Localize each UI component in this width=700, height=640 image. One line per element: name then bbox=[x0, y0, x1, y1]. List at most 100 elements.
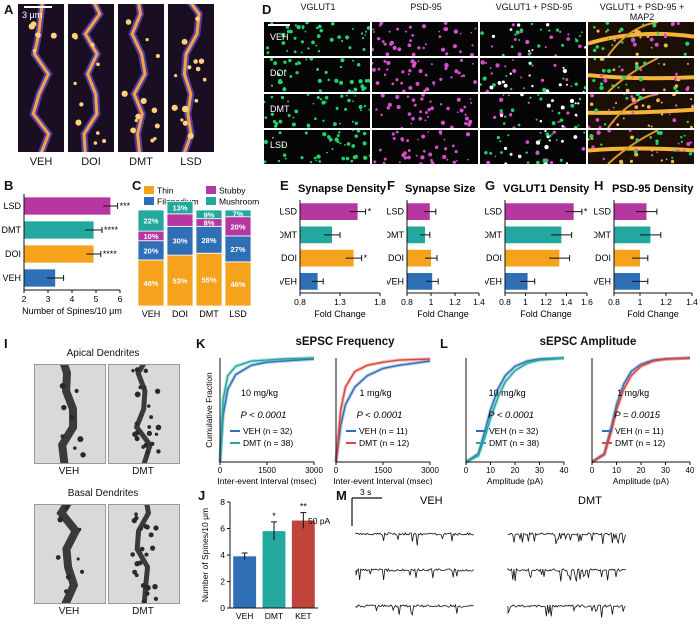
category-label: VEH bbox=[594, 276, 611, 286]
puncta-dot bbox=[567, 33, 570, 36]
puncta-dot bbox=[356, 130, 361, 133]
puncta-dot bbox=[663, 35, 668, 39]
puncta-dot bbox=[439, 132, 442, 135]
puncta-dot bbox=[400, 137, 404, 141]
puncta-dot bbox=[577, 102, 580, 105]
puncta-dot bbox=[646, 104, 651, 109]
puncta-dot bbox=[660, 113, 664, 116]
puncta-dot bbox=[288, 58, 292, 63]
puncta-dot bbox=[269, 58, 274, 62]
puncta-dot bbox=[634, 61, 639, 66]
spine-dot bbox=[138, 385, 143, 390]
puncta-dot bbox=[588, 40, 591, 43]
puncta-dot bbox=[317, 50, 321, 53]
puncta-dot bbox=[337, 35, 341, 39]
puncta-dot bbox=[650, 46, 653, 49]
puncta-dot bbox=[683, 149, 686, 152]
puncta-dot bbox=[656, 131, 661, 135]
apical-title: Apical Dendrites bbox=[66, 348, 140, 359]
puncta-dot bbox=[281, 144, 284, 147]
category-label: LSD bbox=[229, 309, 247, 319]
puncta-dot bbox=[686, 86, 690, 90]
stack-segment-thin bbox=[195, 252, 223, 307]
panel-letter-l: L bbox=[440, 336, 448, 351]
puncta-dot bbox=[391, 132, 395, 136]
puncta-dot bbox=[485, 89, 490, 92]
segment-label: 13% bbox=[172, 204, 187, 213]
panel-letter-j: J bbox=[198, 488, 206, 503]
puncta-dot bbox=[454, 69, 459, 74]
chart-title: Synapse Density bbox=[298, 183, 387, 195]
puncta-dot bbox=[368, 108, 370, 111]
puncta-dot bbox=[618, 30, 621, 33]
puncta-dot bbox=[535, 118, 538, 121]
puncta-dot bbox=[531, 48, 534, 52]
puncta-dot bbox=[295, 62, 299, 66]
micrograph-label: DOI bbox=[81, 156, 101, 168]
puncta-dot bbox=[529, 96, 532, 99]
puncta-dot bbox=[674, 104, 678, 107]
x-tick-label: 2 bbox=[22, 294, 27, 304]
puncta-dot bbox=[601, 47, 605, 51]
puncta-dot bbox=[531, 84, 534, 88]
puncta-dot bbox=[517, 123, 521, 127]
puncta-dot bbox=[270, 84, 274, 87]
x-tick-label: 40 bbox=[560, 466, 569, 475]
puncta-dot bbox=[504, 65, 507, 68]
spine-dot bbox=[180, 118, 184, 122]
puncta-dot bbox=[418, 69, 423, 74]
dendrite-shaft bbox=[133, 365, 153, 463]
puncta-dot bbox=[464, 121, 468, 126]
stack-segment-thin bbox=[137, 259, 165, 307]
puncta-dot bbox=[614, 101, 618, 105]
dose-label: 1 mg/kg bbox=[617, 388, 649, 398]
puncta-dot bbox=[558, 83, 562, 87]
puncta-dot bbox=[316, 95, 320, 100]
puncta-dot bbox=[634, 152, 639, 157]
puncta-dot bbox=[412, 61, 417, 66]
puncta-dot bbox=[656, 98, 660, 103]
tile-drawing bbox=[266, 22, 370, 55]
puncta-dot bbox=[392, 45, 397, 50]
spine-dot bbox=[134, 421, 139, 426]
puncta-dot bbox=[674, 72, 678, 76]
puncta-dot bbox=[336, 134, 340, 138]
puncta-dot bbox=[688, 152, 693, 156]
tile-drawing bbox=[264, 94, 370, 128]
puncta-dot bbox=[544, 46, 547, 49]
puncta-dot bbox=[527, 101, 531, 104]
puncta-dot bbox=[472, 62, 474, 65]
bar-lsd bbox=[505, 203, 574, 220]
puncta-dot bbox=[551, 110, 554, 112]
tile-drawing bbox=[480, 22, 586, 56]
puncta-dot bbox=[509, 28, 513, 31]
bar-veh bbox=[505, 273, 528, 290]
puncta-dot bbox=[575, 39, 579, 43]
puncta-dot bbox=[352, 100, 354, 103]
puncta-dot bbox=[662, 63, 666, 66]
spine-dot bbox=[125, 19, 132, 25]
y-tick-label: 2 bbox=[220, 577, 225, 587]
spine-dot bbox=[131, 369, 135, 373]
x-tick-label: 10 bbox=[612, 466, 621, 475]
puncta-dot bbox=[363, 155, 368, 161]
map2-branch bbox=[607, 58, 659, 92]
segment-label: 9% bbox=[204, 210, 215, 219]
puncta-dot bbox=[673, 149, 676, 153]
puncta-dot bbox=[362, 141, 367, 146]
puncta-dot bbox=[276, 72, 281, 77]
puncta-dot bbox=[683, 52, 687, 56]
puncta-dot bbox=[566, 37, 570, 41]
spine-dot bbox=[145, 450, 150, 455]
puncta-dot bbox=[490, 72, 494, 75]
puncta-dot bbox=[631, 111, 635, 114]
significance-mark: * bbox=[364, 253, 368, 263]
puncta-dot bbox=[611, 44, 614, 47]
puncta-dot bbox=[407, 112, 412, 116]
puncta-dot bbox=[282, 153, 287, 157]
puncta-dot bbox=[589, 102, 594, 107]
brightfield-tile bbox=[34, 504, 106, 604]
puncta-dot bbox=[274, 121, 279, 126]
puncta-dot bbox=[514, 33, 517, 36]
puncta-dot bbox=[612, 106, 615, 109]
